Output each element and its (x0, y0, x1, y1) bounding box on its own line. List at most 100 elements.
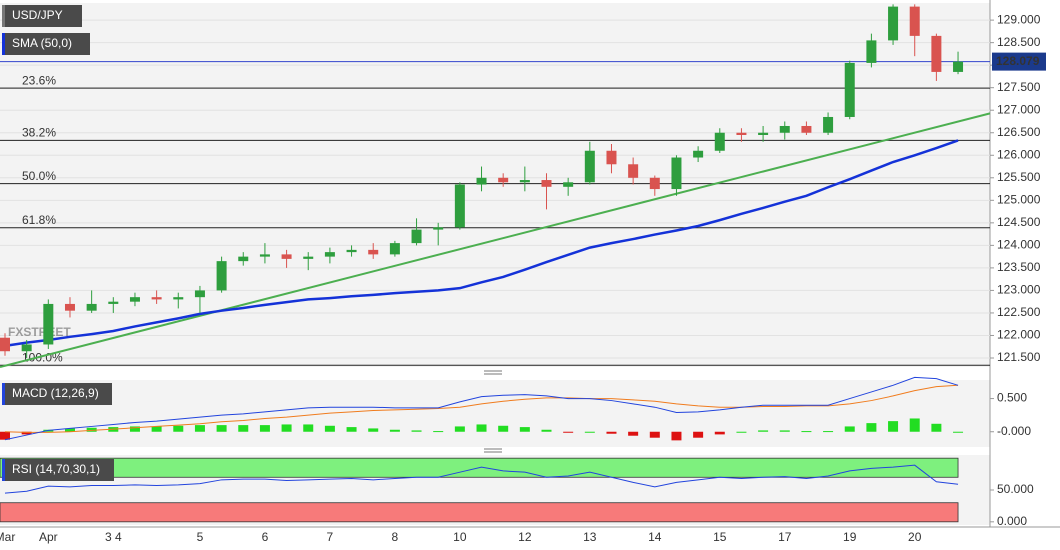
y-tick-label: 126.500 (997, 125, 1041, 139)
histogram-bar (736, 431, 747, 433)
candle-body (606, 150, 617, 165)
histogram-bar (476, 424, 487, 432)
candle-body (888, 6, 899, 41)
histogram-bar (801, 431, 812, 433)
candle-body (823, 116, 834, 133)
candle-body (909, 6, 920, 36)
candle-body (346, 249, 357, 253)
indicator-box (2, 33, 90, 55)
fib-label: 38.2% (22, 126, 56, 140)
histogram-bar (151, 426, 162, 432)
x-tick-label: 17 (778, 530, 792, 544)
histogram-bar (281, 424, 292, 432)
candle-body (519, 180, 530, 183)
candle-body (151, 297, 162, 300)
histogram-bar (693, 431, 704, 438)
histogram-bar (346, 427, 357, 432)
y-tick-label: 127.500 (997, 80, 1041, 94)
candle-body (129, 297, 140, 302)
candle-body (736, 132, 747, 135)
candle-body (671, 157, 682, 190)
histogram-bar (0, 431, 10, 440)
watermark: FXSTREET (8, 325, 71, 339)
y-tick-label: 127.000 (997, 102, 1041, 116)
histogram-bar (779, 430, 790, 432)
y-tick-label: 121.500 (997, 350, 1041, 364)
candle-body (628, 164, 639, 178)
candle-body (779, 125, 790, 133)
macd-box (2, 383, 112, 405)
rsi-marker (2, 459, 5, 481)
x-tick-label: 19 (843, 530, 857, 544)
candle-body (173, 297, 184, 300)
fib-label: 50.0% (22, 169, 56, 183)
x-tick-label: 12 (518, 530, 532, 544)
candle-body (844, 62, 855, 117)
candle-body (693, 150, 704, 158)
y-tick-label: 50.000 (997, 482, 1034, 496)
candle-body (541, 180, 552, 187)
rsi-line (4, 464, 959, 494)
x-tick-label: 15 (713, 530, 727, 544)
candle-body (758, 132, 769, 135)
rsi-box (2, 459, 114, 481)
pane-handle[interactable] (484, 370, 502, 375)
candle-body (953, 61, 964, 72)
rsi-label: RSI (14,70,30,1) (12, 462, 100, 476)
histogram-bar (64, 428, 75, 432)
histogram-bar (909, 418, 920, 432)
candle-body (238, 256, 249, 262)
histogram-bar (888, 421, 899, 432)
candle-body (108, 301, 119, 304)
y-tick-label: 128.500 (997, 35, 1041, 49)
symbol-marker (2, 5, 5, 27)
y-tick-label: 124.000 (997, 238, 1041, 252)
histogram-bar (194, 425, 205, 432)
candle-body (411, 229, 422, 244)
candle-body (86, 303, 97, 311)
trendline (0, 112, 991, 368)
macd-pane (0, 380, 990, 447)
candle-body (649, 177, 660, 190)
x-tick-label: 3 4 (105, 530, 122, 544)
y-tick-label: 123.000 (997, 283, 1041, 297)
histogram-bar (389, 429, 400, 432)
x-tick-label: 10 (453, 530, 467, 544)
candle-body (303, 256, 314, 259)
candle-body (931, 35, 942, 72)
histogram-bar (303, 424, 314, 432)
candle-body (801, 125, 812, 133)
histogram-bar (866, 423, 877, 432)
macd-label: MACD (12,26,9) (12, 386, 99, 400)
histogram-bar (433, 431, 444, 433)
histogram-bar (671, 431, 682, 441)
histogram-bar (324, 425, 335, 432)
y-tick-label: 125.500 (997, 170, 1041, 184)
pane-handle[interactable] (484, 448, 502, 453)
x-tick-label: Mar (0, 530, 15, 544)
candle-body (43, 303, 54, 345)
histogram-bar (649, 431, 660, 438)
x-tick-label: 20 (908, 530, 922, 544)
histogram-bar (541, 429, 552, 432)
y-tick-label: 129.000 (997, 12, 1041, 26)
macd-marker (2, 383, 5, 405)
histogram-bar (563, 431, 574, 433)
candle-body (433, 227, 444, 230)
histogram-bar (953, 431, 964, 433)
candle-body (368, 249, 379, 255)
histogram-bar (368, 428, 379, 432)
candle-body (259, 254, 270, 257)
indicator-label: SMA (50,0) (12, 36, 72, 50)
histogram-bar (584, 431, 595, 433)
signal-line (4, 384, 959, 433)
candle-body (714, 132, 725, 151)
y-tick-label: 0.000 (997, 514, 1027, 528)
histogram-bar (758, 430, 769, 432)
histogram-bar (714, 431, 725, 435)
histogram-bar (21, 431, 32, 435)
macd-line (4, 376, 959, 441)
histogram-bar (129, 426, 140, 432)
candle-body (281, 254, 292, 259)
